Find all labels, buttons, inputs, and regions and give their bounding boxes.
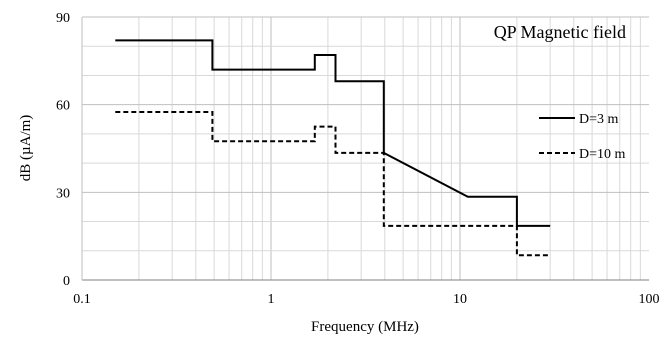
y-tick-label: 30 — [56, 186, 70, 201]
x-axis-title: Frequency (MHz) — [311, 319, 419, 335]
axes — [81, 17, 649, 281]
y-tick-label: 60 — [56, 99, 70, 114]
tick-labels: 0.1 1 10 100 0 30 60 90 — [56, 11, 660, 307]
x-tick-label: 100 — [639, 292, 660, 307]
series-line-1 — [115, 39, 551, 227]
legend: D=3 m D=10 m — [539, 112, 626, 162]
x-tick-label: 10 — [453, 292, 467, 307]
series-line-2 — [115, 111, 551, 257]
x-tick-label: 1 — [268, 292, 275, 307]
legend-label-2: D=10 m — [579, 147, 626, 162]
y-axis-title: dB (µA/m) — [18, 115, 34, 182]
chart-title: QP Magnetic field — [494, 22, 626, 42]
gridlines — [81, 16, 649, 280]
series-lines — [115, 39, 551, 257]
y-tick-label: 90 — [56, 11, 70, 26]
legend-label-1: D=3 m — [579, 112, 619, 127]
x-tick-label: 0.1 — [73, 292, 91, 307]
y-tick-label: 0 — [63, 274, 70, 289]
